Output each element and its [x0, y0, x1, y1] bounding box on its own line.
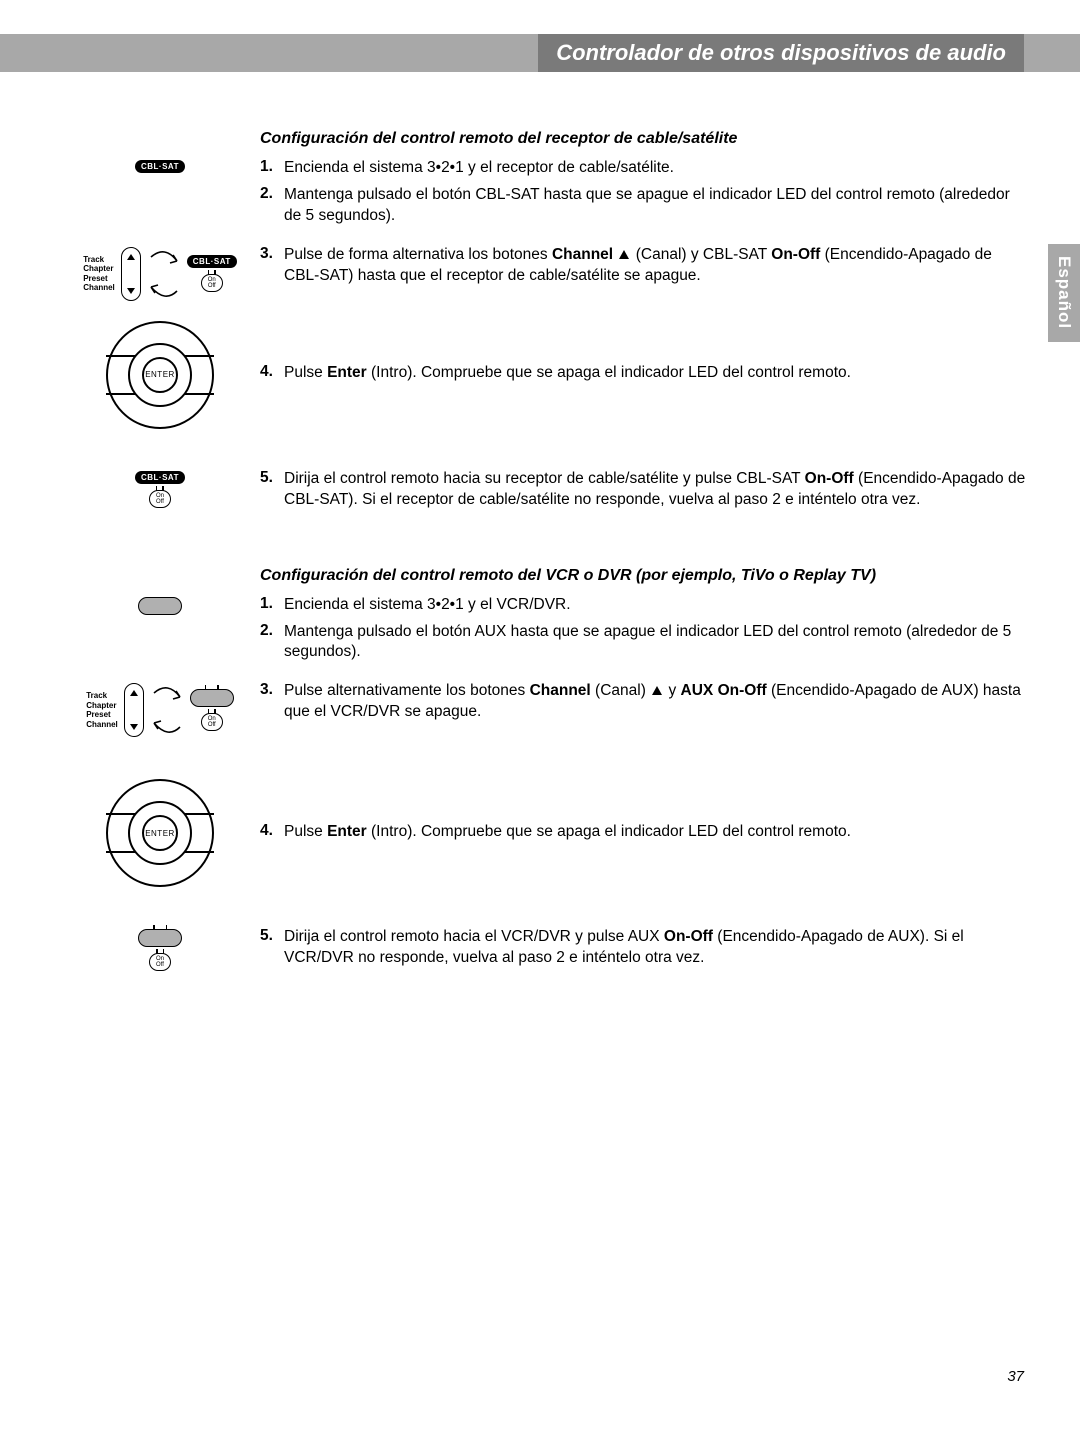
onoff-button-icon: OnOff [149, 953, 171, 971]
aux-pill-icon [138, 929, 182, 947]
icon-cblsat-onoff: CBL·SAT OnOff [60, 469, 260, 508]
step-number: 2. [260, 185, 284, 203]
onoff-button-icon: OnOff [149, 490, 171, 508]
step-number: 5. [260, 927, 284, 945]
cblsat-pill-icon: CBL·SAT [187, 255, 237, 268]
s2-step3: Track Chapter Preset Channel OnOff [60, 681, 1028, 737]
track-labels: Track Chapter Preset Channel [86, 691, 118, 729]
section2-title: Configuración del control remoto del VCR… [260, 567, 1028, 585]
enter-wheel-icon: ENTER [106, 779, 214, 887]
step-text: Pulse de forma alternativa los botones C… [284, 245, 1028, 287]
step-text: Mantenga pulsado el botón CBL-SAT hasta … [284, 185, 1028, 227]
icon-enter-wheel: ENTER [60, 319, 260, 429]
channel-rocker-icon [124, 683, 144, 737]
cblsat-pill-icon: CBL·SAT [135, 471, 185, 484]
aux-pill-icon [190, 689, 234, 707]
s2-step1: 1. Encienda el sistema 3•2•1 y el VCR/DV… [60, 595, 1028, 616]
header-bar: Controlador de otros dispositivos de aud… [0, 34, 1080, 72]
icon-track-aux: Track Chapter Preset Channel OnOff [60, 681, 260, 737]
step-text: Dirija el control remoto hacia el VCR/DV… [284, 927, 1028, 969]
swap-arrow-icon [150, 683, 184, 737]
s1-step4: ENTER 4. Pulse Enter (Intro). Compruebe … [60, 319, 1028, 429]
step-text: Encienda el sistema 3•2•1 y el VCR/DVR. [284, 595, 571, 616]
channel-rocker-icon [121, 247, 141, 301]
aux-pill-icon [138, 597, 182, 615]
icon-track-cblsat: Track Chapter Preset Channel CBL·SAT OnO… [60, 245, 260, 301]
track-labels: Track Chapter Preset Channel [83, 255, 115, 293]
icon-aux-pill [60, 595, 260, 615]
s1-step3: Track Chapter Preset Channel CBL·SAT OnO… [60, 245, 1028, 301]
enter-wheel-icon: ENTER [106, 321, 214, 429]
step-number: 5. [260, 469, 284, 487]
s1-step1: CBL·SAT 1. Encienda el sistema 3•2•1 y e… [60, 158, 1028, 179]
page-number: 37 [1007, 1368, 1024, 1385]
s1-step5: CBL·SAT OnOff 5. Dirija el control remot… [60, 469, 1028, 511]
cblsat-pill-icon: CBL·SAT [135, 160, 185, 173]
s2-step2: 2. Mantenga pulsado el botón AUX hasta q… [60, 622, 1028, 664]
onoff-button-icon: OnOff [201, 274, 223, 292]
onoff-button-icon: OnOff [201, 713, 223, 731]
icon-aux-onoff: OnOff [60, 927, 260, 971]
step-number: 1. [260, 158, 284, 176]
step-text: Pulse Enter (Intro). Compruebe que se ap… [284, 363, 851, 384]
step-text: Pulse alternativamente los botones Chann… [284, 681, 1028, 723]
s1-step2: 2. Mantenga pulsado el botón CBL-SAT has… [60, 185, 1028, 227]
swap-arrow-icon [147, 247, 181, 301]
step-text: Pulse Enter (Intro). Compruebe que se ap… [284, 822, 851, 843]
step-text: Mantenga pulsado el botón AUX hasta que … [284, 622, 1028, 664]
header-title-box: Controlador de otros dispositivos de aud… [538, 34, 1024, 72]
icon-cblsat-pill: CBL·SAT [60, 158, 260, 173]
icon-enter-wheel: ENTER [60, 777, 260, 887]
step-number: 4. [260, 363, 284, 381]
step-number: 2. [260, 622, 284, 640]
step-number: 3. [260, 681, 284, 699]
language-tab: Español [1048, 244, 1080, 342]
s2-step5: OnOff 5. Dirija el control remoto hacia … [60, 927, 1028, 971]
content-area: Configuración del control remoto del rec… [60, 130, 1028, 977]
step-text: Dirija el control remoto hacia su recept… [284, 469, 1028, 511]
language-tab-label: Español [1054, 256, 1074, 329]
section1-title: Configuración del control remoto del rec… [260, 130, 1028, 148]
page-title: Controlador de otros dispositivos de aud… [556, 40, 1006, 66]
step-text: Encienda el sistema 3•2•1 y el receptor … [284, 158, 674, 179]
step-number: 1. [260, 595, 284, 613]
step-number: 4. [260, 822, 284, 840]
step-number: 3. [260, 245, 284, 263]
s2-step4: ENTER 4. Pulse Enter (Intro). Compruebe … [60, 777, 1028, 887]
